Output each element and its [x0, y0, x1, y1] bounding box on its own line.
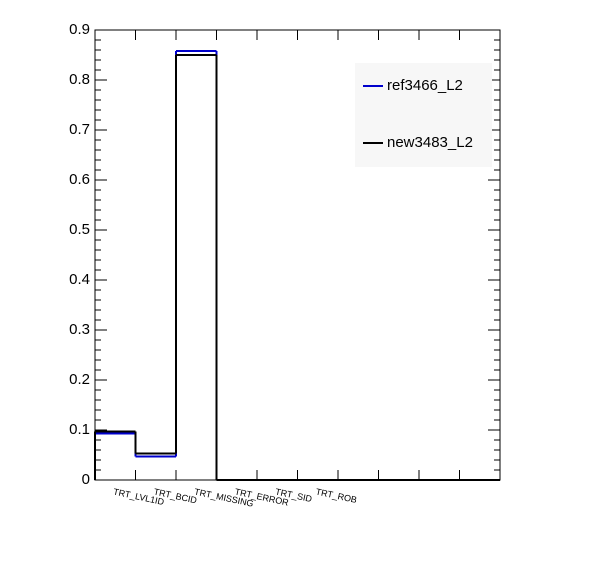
- y-tick-label: 0.2: [69, 371, 90, 388]
- y-tick-label: 0.4: [69, 271, 90, 288]
- y-tick-label: 0.6: [69, 171, 90, 188]
- y-tick-label: 0: [82, 471, 90, 488]
- y-tick-label: 0.1: [69, 421, 90, 438]
- y-tick-label: 0.8: [69, 71, 90, 88]
- legend-label: new3483_L2: [387, 134, 473, 151]
- legend-box: [355, 63, 492, 167]
- y-tick-label: 0.9: [69, 21, 90, 38]
- y-tick-label: 0.7: [69, 121, 90, 138]
- legend-label: ref3466_L2: [387, 77, 463, 94]
- y-tick-label: 0.3: [69, 321, 90, 338]
- y-tick-label: 0.5: [69, 221, 90, 238]
